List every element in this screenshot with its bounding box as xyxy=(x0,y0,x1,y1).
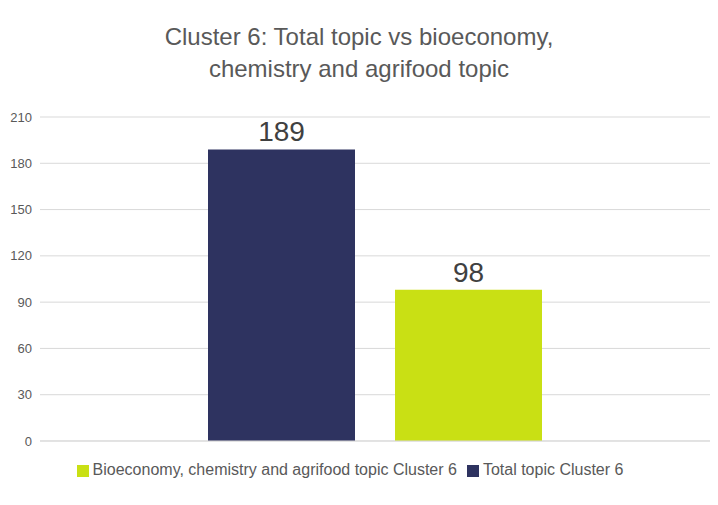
html-text:Total topic Cluster 6: Total topic Cluster 6 xyxy=(482,461,624,478)
svg-text:150: 150 xyxy=(10,202,32,217)
svg-text:120: 120 xyxy=(10,248,32,263)
svg-text:189: 189 xyxy=(258,116,305,147)
svg-text:98: 98 xyxy=(453,257,484,288)
svg-text:0: 0 xyxy=(25,434,32,449)
html-text:Bioeconomy, chemistry and agri: Bioeconomy, chemistry and agrifood topic… xyxy=(92,461,457,478)
svg-text:210: 210 xyxy=(10,110,32,125)
svg-text:30: 30 xyxy=(18,387,32,402)
html-text:Cluster 6: Total topic vs bioe: Cluster 6: Total topic vs bioeconomy, ch… xyxy=(164,23,554,82)
svg-text:180: 180 xyxy=(10,156,32,171)
svg-text:90: 90 xyxy=(18,295,32,310)
svg-text:60: 60 xyxy=(18,341,32,356)
